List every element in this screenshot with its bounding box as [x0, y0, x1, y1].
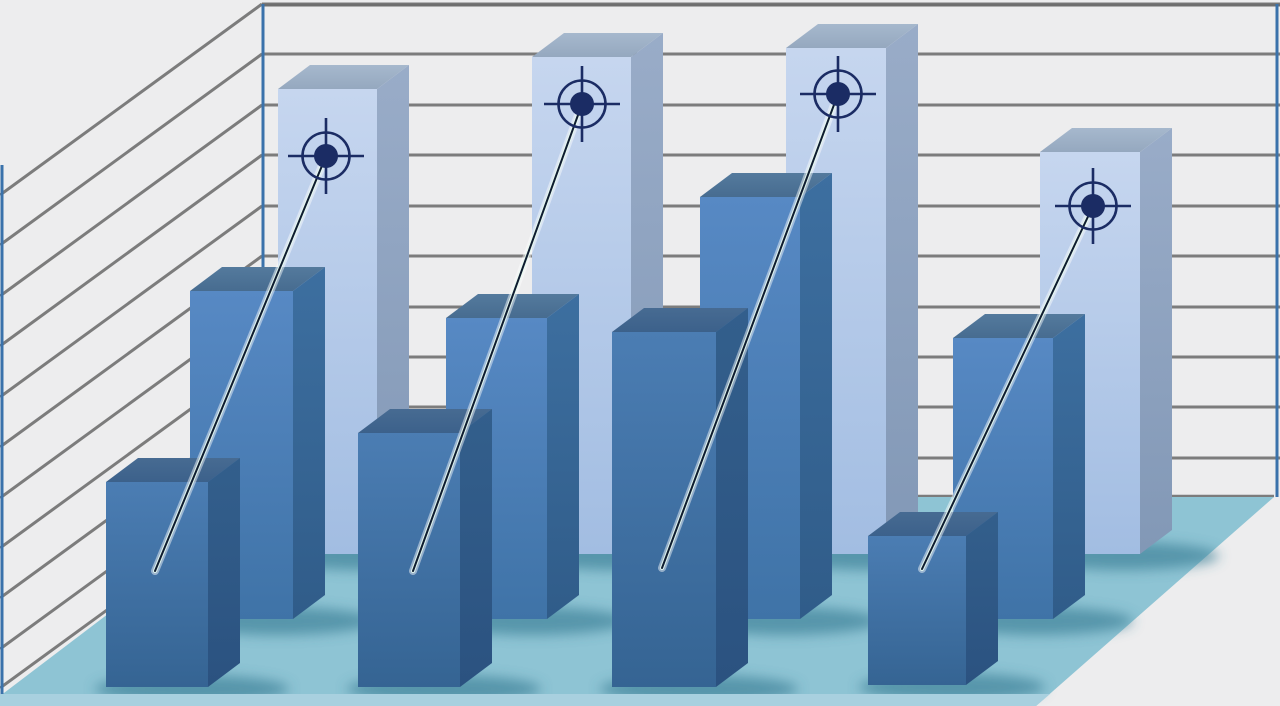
bar-middle-1: [190, 267, 325, 619]
bar-top-face: [106, 458, 240, 482]
connector-line: [658, 90, 842, 572]
bar-side-face: [1053, 314, 1085, 619]
bar-top-face: [446, 294, 579, 318]
target-crosshair-icon: [288, 118, 364, 194]
bar-front-face: [612, 332, 716, 687]
bar-back-3: [786, 24, 918, 554]
target-crosshair-icon: [1055, 168, 1131, 244]
target-crosshair-icon: [800, 56, 876, 132]
target-crosshair-icon: [544, 66, 620, 142]
bar-side-face: [966, 512, 998, 685]
floor-front-strip: [0, 694, 1050, 706]
bar-top-face: [700, 173, 832, 197]
bar-front-2: [358, 409, 492, 687]
target-connector-lines: [151, 90, 1097, 575]
bar-side-face: [1140, 128, 1172, 554]
bar-side-face: [800, 173, 832, 619]
bar-front-4: [868, 512, 998, 685]
bar-top-face: [1040, 128, 1172, 152]
bar-side-face: [208, 458, 240, 687]
bar-side-face: [886, 24, 918, 554]
bar-top-face: [612, 308, 748, 332]
bar-top-face: [358, 409, 492, 433]
bar-side-face: [460, 409, 492, 687]
bar-side-face: [716, 308, 748, 687]
bar-front-face: [868, 536, 966, 685]
bar-front-3: [612, 308, 748, 687]
connector-line: [409, 100, 586, 575]
bar-side-face: [293, 267, 325, 619]
bar-top-face: [532, 33, 663, 57]
bar-front-face: [106, 482, 208, 687]
connector-line: [918, 202, 1097, 573]
bar-top-face: [953, 314, 1085, 338]
connector-line: [151, 152, 330, 575]
bar-front-1: [106, 458, 240, 687]
bar-top-face: [868, 512, 998, 536]
bar-top-face: [190, 267, 325, 291]
bar-front-face: [358, 433, 460, 687]
bar-top-face: [786, 24, 918, 48]
bar-side-face: [547, 294, 579, 619]
bar-top-face: [278, 65, 409, 89]
